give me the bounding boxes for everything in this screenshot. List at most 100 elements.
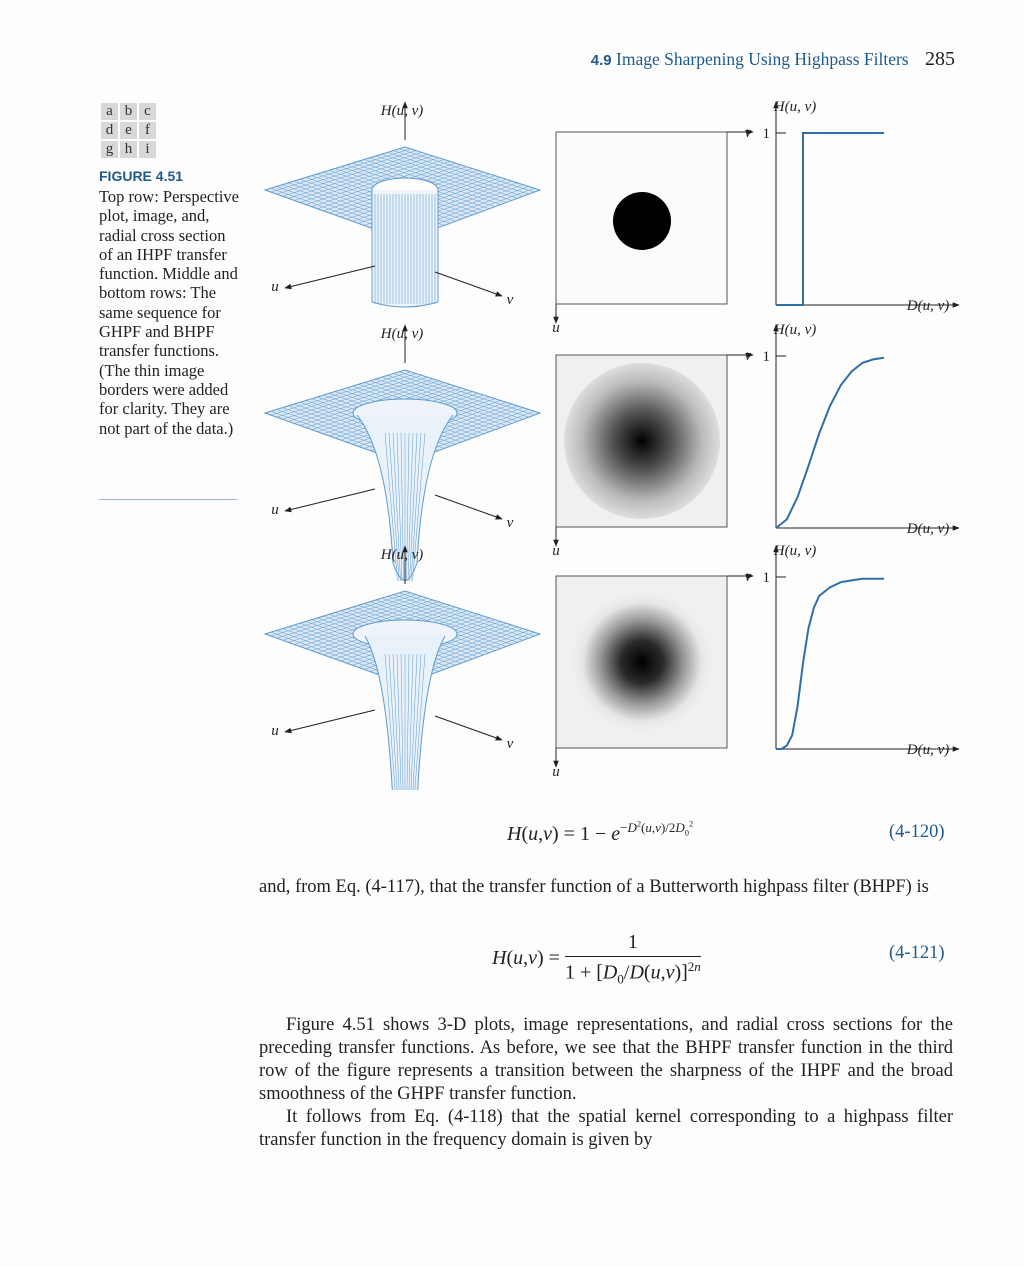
perspective-plots: H(u, v) u v H(u, v) u v H(u, v) u v (263, 101, 542, 790)
paragraph-1: and, from Eq. (4-117), that the transfer… (259, 877, 929, 897)
mesh-line (387, 375, 524, 420)
axis-v (434, 715, 503, 741)
panel-key-e: e (118, 120, 139, 141)
cross-section-i: 1H(u, v) D(u, v) (763, 543, 960, 758)
radial-cross-sections: 1H(u, v)D(u, v)1H(u, v)D(u, v)1H(u, v)D(… (763, 99, 960, 758)
cs-axis-label-d: D(u, v) (906, 742, 949, 758)
cs-tick-label-1: 1 (763, 570, 771, 586)
section-number: 4.9 (590, 52, 612, 69)
well-line (384, 653, 396, 790)
axis-label-u: u (271, 723, 279, 739)
image-axis-label-v: v (745, 569, 752, 585)
image-axis-label-u: u (552, 320, 560, 336)
mesh-line (393, 150, 529, 195)
mesh-line (393, 594, 529, 639)
image-axis-label-v: v (745, 125, 752, 141)
cs-axis-label-d: D(u, v) (906, 298, 949, 314)
perspective-plot-g: H(u, v) u v (263, 545, 542, 790)
well-line (408, 653, 414, 790)
mesh-line (399, 371, 535, 416)
panel-key-f: f (137, 120, 158, 141)
well-line (400, 432, 404, 582)
equation-4-120: H(u,v) = 1 − e−D2(u,v)/2D02 (507, 819, 694, 845)
cs-axis-label-h: H(u, v) (773, 99, 816, 115)
ghpf-blur (564, 363, 720, 519)
cross-section-f: 1H(u, v) D(u, v) (763, 322, 960, 537)
axis-label-u: u (271, 502, 279, 518)
filter-image-h: vu (552, 569, 754, 780)
image-axis-label-u: u (552, 543, 560, 559)
axis-u (284, 265, 376, 290)
cross-section-c: 1H(u, v) D(u, v) (763, 99, 960, 314)
axis-label-v: v (507, 292, 514, 308)
axis-v (434, 271, 503, 297)
mesh-line (387, 596, 524, 641)
axis-label-u: u (271, 279, 279, 295)
well-line (406, 432, 410, 582)
well-line (400, 653, 404, 790)
panel-key-g: g (99, 139, 120, 160)
well-line (406, 653, 410, 790)
section-title: Image Sharpening Using Highpass Filters (616, 49, 909, 69)
axis-label-h: H(u, v) (380, 547, 423, 563)
well-line (396, 653, 402, 790)
well-line (412, 653, 422, 790)
cs-axis-label-h: H(u, v) (773, 543, 816, 559)
panel-key-a: a (99, 101, 120, 122)
caption-rule (99, 499, 237, 500)
well-line (388, 432, 400, 582)
well-line (412, 432, 426, 582)
well-line (407, 432, 414, 582)
filter-image-e: vu (552, 348, 754, 559)
cs-axis-label-d: D(u, v) (906, 521, 949, 537)
well-line (409, 432, 418, 582)
axis-label-v: v (507, 736, 514, 752)
panel-key-c: c (137, 101, 158, 122)
axis-label-v: v (507, 515, 514, 531)
equation-number-4-121: (4-121) (889, 943, 945, 963)
figure-label: FIGURE 4.51 (99, 168, 184, 184)
figure-caption: Top row: Perspective plot, image, and, r… (99, 187, 239, 438)
panel-key-i: i (137, 139, 158, 160)
axis-u (284, 709, 376, 734)
axis-v (434, 494, 503, 520)
equation-number-4-120: (4-120) (889, 822, 945, 842)
mesh-line (387, 152, 524, 197)
cs-tick-label-1: 1 (763, 126, 771, 142)
well-line (396, 432, 403, 582)
well-line (414, 653, 426, 790)
well-line (392, 653, 400, 790)
well-line (384, 432, 398, 582)
panel-key-h: h (118, 139, 139, 160)
panel-key-b: b (118, 101, 139, 122)
ihpf-disk (613, 192, 671, 250)
axis-label-h: H(u, v) (380, 103, 423, 119)
filter-image-b: vu (552, 125, 754, 336)
running-header: 4.9 Image Sharpening Using Highpass Filt… (591, 48, 955, 71)
perspective-plot-d: H(u, v) u v (263, 324, 542, 582)
well-line (410, 432, 422, 582)
well-line (388, 653, 398, 790)
mesh-line (399, 592, 535, 637)
mesh-line (393, 373, 529, 418)
axis-label-h: H(u, v) (380, 326, 423, 342)
cs-axis-label-h: H(u, v) (773, 322, 816, 338)
page-number: 285 (925, 48, 955, 70)
cs-curve (776, 132, 884, 306)
image-axis-label-v: v (745, 348, 752, 364)
bhpf-blur (572, 592, 712, 732)
axis-u (284, 488, 376, 513)
perspective-plot-a: H(u, v) u v (263, 101, 542, 308)
well-line (410, 653, 418, 790)
cs-curve (775, 356, 885, 529)
paragraph-3: It follows from Eq. (4-118) that the spa… (259, 1107, 953, 1150)
image-axis-label-u: u (552, 764, 560, 780)
paragraph-2: Figure 4.51 shows 3-D plots, image repre… (259, 1015, 953, 1104)
cs-tick-label-1: 1 (763, 349, 771, 365)
mesh-line (399, 148, 535, 193)
cs-curve (776, 577, 884, 750)
